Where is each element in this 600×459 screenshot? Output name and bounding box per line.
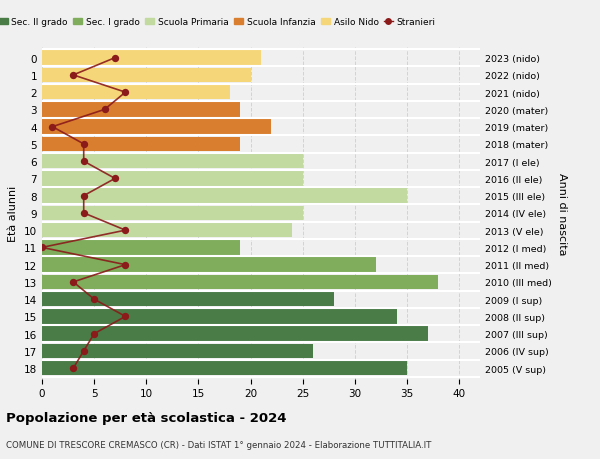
Bar bbox=[42, 361, 407, 375]
Bar bbox=[42, 344, 313, 358]
Bar bbox=[42, 86, 230, 100]
Point bbox=[121, 313, 130, 320]
Bar bbox=[42, 224, 292, 238]
Bar bbox=[42, 241, 240, 255]
Point bbox=[121, 261, 130, 269]
Text: Popolazione per età scolastica - 2024: Popolazione per età scolastica - 2024 bbox=[6, 411, 287, 424]
Point bbox=[121, 227, 130, 235]
Bar bbox=[42, 309, 397, 324]
Point bbox=[89, 330, 99, 338]
Point bbox=[121, 89, 130, 97]
Bar bbox=[42, 103, 240, 118]
Y-axis label: Anni di nascita: Anni di nascita bbox=[557, 172, 567, 255]
Bar bbox=[42, 172, 303, 186]
Bar bbox=[42, 327, 428, 341]
Point bbox=[110, 175, 120, 183]
Bar bbox=[42, 258, 376, 272]
Bar bbox=[42, 292, 334, 307]
Point bbox=[79, 158, 89, 166]
Point bbox=[47, 124, 57, 131]
Y-axis label: Età alunni: Età alunni bbox=[8, 185, 19, 241]
Bar bbox=[42, 155, 303, 169]
Bar bbox=[42, 120, 271, 134]
Text: COMUNE DI TRESCORE CREMASCO (CR) - Dati ISTAT 1° gennaio 2024 - Elaborazione TUT: COMUNE DI TRESCORE CREMASCO (CR) - Dati … bbox=[6, 440, 431, 449]
Point bbox=[100, 106, 109, 114]
Point bbox=[79, 347, 89, 355]
Point bbox=[68, 279, 78, 286]
Point bbox=[79, 210, 89, 217]
Point bbox=[89, 296, 99, 303]
Point bbox=[68, 364, 78, 372]
Point bbox=[79, 141, 89, 148]
Bar bbox=[42, 275, 438, 290]
Point bbox=[37, 244, 47, 252]
Bar bbox=[42, 206, 303, 221]
Bar bbox=[42, 189, 407, 203]
Bar bbox=[42, 68, 251, 83]
Point bbox=[68, 72, 78, 79]
Point bbox=[110, 55, 120, 62]
Legend: Sec. II grado, Sec. I grado, Scuola Primaria, Scuola Infanzia, Asilo Nido, Stran: Sec. II grado, Sec. I grado, Scuola Prim… bbox=[0, 15, 439, 31]
Bar bbox=[42, 51, 261, 66]
Point bbox=[79, 193, 89, 200]
Bar bbox=[42, 137, 240, 152]
